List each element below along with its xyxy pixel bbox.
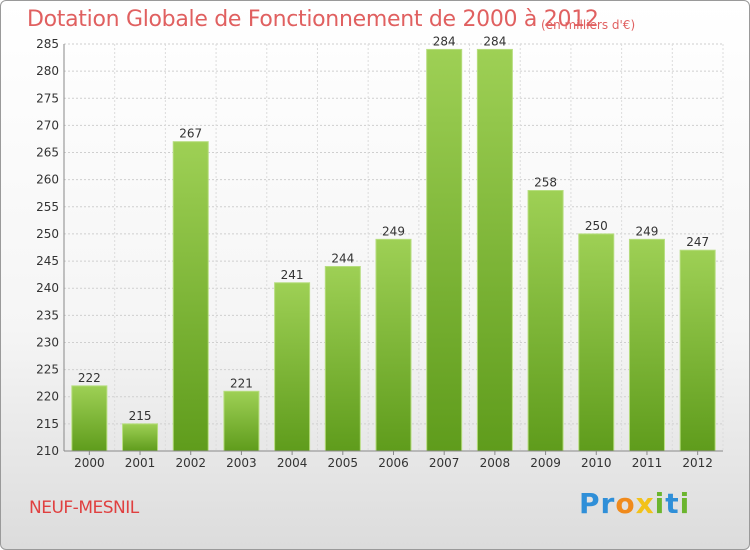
bar-2006 [375, 238, 412, 452]
y-tick-label: 235 [36, 308, 59, 322]
bar-value-label: 221 [230, 376, 253, 390]
bar-2002 [172, 141, 209, 452]
bars: 222 215 267 221 241 244 249 284 284 258 250 249 247 [71, 34, 716, 452]
y-tick-label: 275 [36, 91, 59, 105]
y-tick-label: 270 [36, 118, 59, 132]
bar-value-label: 284 [483, 34, 506, 48]
x-tick-label: 2001 [125, 456, 156, 470]
bar-value-label: 258 [534, 176, 557, 190]
commune-name: NEUF-MESNIL [29, 498, 139, 518]
logo-letter: P [579, 487, 601, 520]
x-tick-label: 2011 [632, 456, 663, 470]
x-tick-label: 2012 [682, 456, 713, 470]
logo-letter: t [665, 487, 680, 520]
axes: 210 215 220 225 230 235 240 245 250 255 260 265 270 2… [36, 37, 723, 470]
x-tick-label: 2007 [429, 456, 460, 470]
y-tick-label: 210 [36, 444, 59, 458]
y-tick-label: 260 [36, 173, 59, 187]
y-tick-label: 285 [36, 37, 59, 51]
y-tick-label: 250 [36, 227, 59, 241]
bar-value-label: 249 [382, 224, 405, 238]
bar-value-label: 241 [281, 268, 304, 282]
x-tick-label: 2004 [277, 456, 308, 470]
logo-letter: o [615, 487, 636, 520]
bar-2000 [71, 385, 108, 452]
y-tick-label: 280 [36, 64, 59, 78]
y-tick-label: 215 [36, 417, 59, 431]
x-tick-label: 2006 [378, 456, 409, 470]
y-tick-label: 255 [36, 200, 59, 214]
bar-2003 [223, 390, 260, 452]
x-tick-label: 2010 [581, 456, 612, 470]
bar-value-label: 267 [179, 127, 202, 141]
y-tick-label: 230 [36, 335, 59, 349]
bar-2012 [679, 249, 716, 452]
bar-2011 [628, 238, 665, 452]
x-tick-label: 2002 [175, 456, 206, 470]
proxiti-logo: Proxiti [579, 487, 690, 520]
bar-value-label: 247 [686, 235, 709, 249]
y-tick-label: 225 [36, 363, 59, 377]
logo-letter: i [679, 487, 691, 520]
y-tick-label: 220 [36, 390, 59, 404]
bar-2010 [578, 233, 615, 452]
chart-title: Dotation Globale de Fonctionnement de 20… [27, 7, 599, 32]
bar-value-label: 250 [585, 219, 608, 233]
x-tick-label: 2008 [480, 456, 511, 470]
logo-letter: r [600, 487, 616, 520]
bar-2009 [527, 190, 564, 452]
bar-2004 [274, 282, 311, 452]
bar-value-label: 244 [331, 251, 354, 265]
y-tick-label: 245 [36, 254, 59, 268]
bar-value-label: 284 [433, 34, 456, 48]
bar-value-label: 215 [129, 409, 152, 423]
bar-2008 [476, 48, 513, 452]
bar-value-label: 249 [636, 224, 659, 238]
x-tick-label: 2005 [328, 456, 359, 470]
y-tick-label: 240 [36, 281, 59, 295]
chart-subtitle: (en milliers d'€) [541, 18, 636, 32]
x-tick-label: 2000 [74, 456, 105, 470]
bar-2001 [122, 423, 159, 452]
bar-2005 [324, 265, 361, 452]
logo-letter: x [635, 487, 655, 520]
logo-letter: i [654, 487, 666, 520]
bar-value-label: 222 [78, 371, 101, 385]
bar-2007 [426, 48, 463, 452]
x-tick-label: 2009 [530, 456, 561, 470]
y-tick-label: 265 [36, 146, 59, 160]
x-tick-label: 2003 [226, 456, 257, 470]
